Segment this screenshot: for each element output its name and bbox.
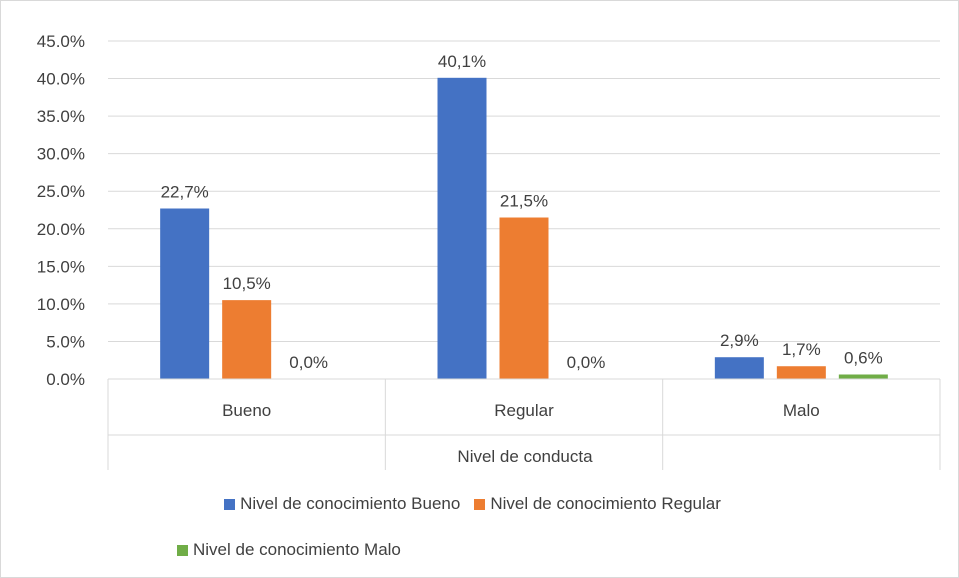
y-tick-label: 0.0% (46, 370, 85, 389)
bar (776, 366, 826, 379)
legend-item: Nivel de conocimiento Malo (177, 540, 401, 560)
legend-item: Nivel de conocimiento Bueno (224, 494, 460, 514)
x-tick-label: Bueno (222, 401, 271, 420)
legend-label: Nivel de conocimiento Regular (490, 494, 721, 513)
legend-row-2: Nivel de conocimiento Malo (177, 540, 415, 560)
bars (160, 77, 888, 379)
x-tick-label: Malo (783, 401, 820, 420)
x-axis-title: Nivel de conducta (457, 447, 593, 466)
legend-item: Nivel de conocimiento Regular (474, 494, 721, 514)
y-tick-label: 20.0% (37, 220, 85, 239)
bar (437, 77, 487, 379)
legend-label: Nivel de conocimiento Malo (193, 540, 401, 559)
data-label: 0,0% (567, 353, 606, 372)
y-tick-label: 5.0% (46, 332, 85, 351)
data-labels: 22,7% 10,5% 0,0% 40,1% 21,5% 0,0% 2,9% 1,7% 0,6% (161, 52, 883, 372)
y-tick-label: 15.0% (37, 257, 85, 276)
data-label: 21,5% (500, 192, 548, 211)
bar (838, 374, 888, 379)
legend-row-1: Nivel de conocimiento Bueno Nivel de cono… (0, 494, 959, 514)
x-axis-category-labels: Bueno Regular Malo (222, 401, 820, 420)
y-tick-label: 10.0% (37, 295, 85, 314)
legend-swatch (474, 498, 486, 510)
data-label: 0,6% (844, 348, 883, 367)
axis-lines (107, 378, 941, 470)
bar (499, 217, 549, 379)
legend-swatch (177, 544, 188, 556)
y-tick-label: 25.0% (37, 182, 85, 201)
y-tick-label: 45.0% (37, 32, 85, 51)
bar (160, 208, 210, 379)
bar (222, 300, 272, 379)
bar (714, 357, 764, 379)
data-label: 1,7% (782, 340, 821, 359)
x-tick-label: Regular (494, 401, 554, 420)
data-label: 40,1% (438, 52, 486, 71)
legend-label: Nivel de conocimiento Bueno (240, 494, 461, 513)
y-tick-label: 30.0% (37, 145, 85, 164)
legend-swatch (224, 498, 236, 510)
data-label: 0,0% (289, 353, 328, 372)
data-label: 10,5% (223, 274, 271, 293)
data-label: 2,9% (720, 331, 759, 350)
y-tick-label: 40.0% (37, 70, 85, 89)
data-label: 22,7% (161, 182, 209, 201)
y-axis-tick-labels: 0.0% 5.0% 10.0% 15.0% 20.0% 25.0% 30.0% 35.0% 40… (37, 32, 85, 389)
y-tick-label: 35.0% (37, 107, 85, 126)
